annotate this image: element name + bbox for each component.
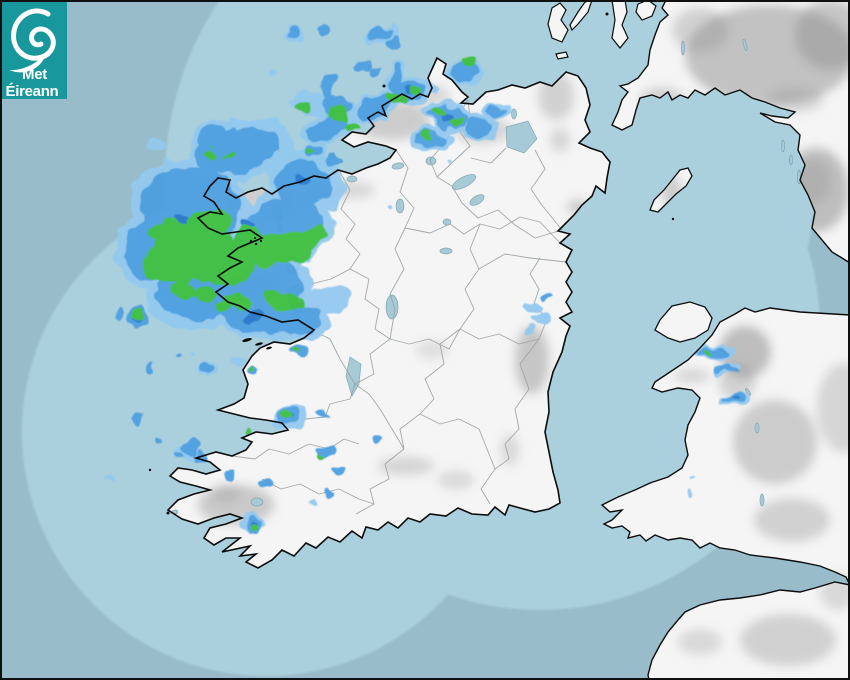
small-islands [148, 12, 675, 515]
logo-text-met: Met [22, 66, 47, 83]
logo-background [2, 2, 67, 99]
county-borders-layer [231, 99, 567, 515]
met-eireann-logo: Met Éireann [2, 2, 67, 99]
logo-text-eireann: Éireann [6, 83, 59, 99]
rainfall-radar-layer [106, 22, 753, 532]
cyclone-swirl-icon [9, 8, 56, 73]
coastline-layer [148, 0, 850, 680]
